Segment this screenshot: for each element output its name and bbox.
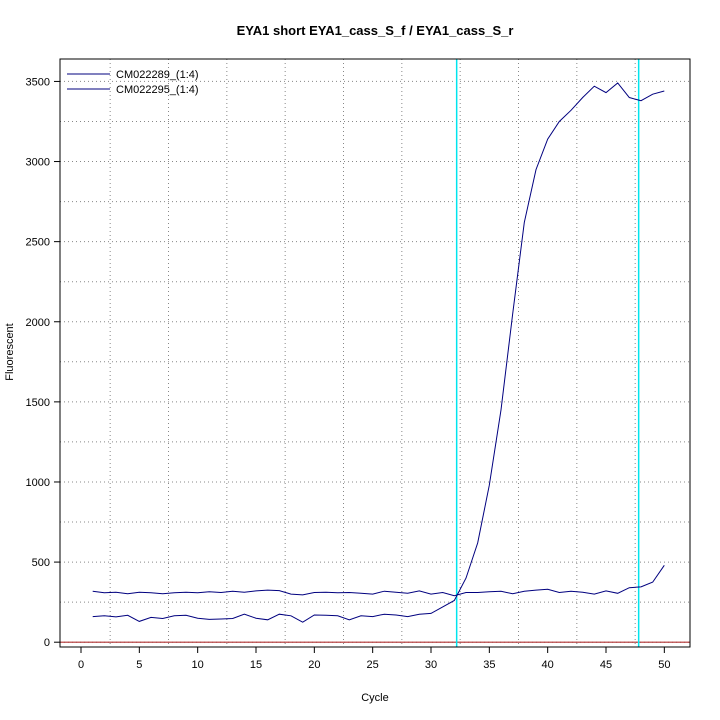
y-tick-label: 3500 (26, 76, 50, 88)
x-axis-label: Cycle (361, 692, 389, 704)
grid (60, 59, 690, 647)
legend-label-1: CM022289_(1:4) (116, 69, 199, 81)
series-line-2 (92, 565, 665, 597)
plot-frame (59, 58, 691, 648)
legend-label-2: CM022295_(1:4) (116, 84, 199, 96)
x-tick-label: 5 (136, 659, 142, 671)
y-tick-label: 2000 (26, 317, 50, 329)
x-tick-label: 40 (542, 659, 554, 671)
series-line-1 (92, 82, 665, 623)
x-tick-label: 45 (600, 659, 612, 671)
series-lines (92, 82, 665, 623)
x-tick-label: 35 (483, 659, 495, 671)
threshold-lines (455, 59, 640, 647)
y-tick-label: 0 (44, 637, 50, 649)
y-tick-label: 2500 (26, 237, 50, 249)
y-tick-label: 1000 (26, 477, 50, 489)
x-tick-label: 20 (308, 659, 320, 671)
y-axis-ticks: 0 500 1000 1500 2000 2500 3000 3500 (26, 76, 60, 649)
x-tick-label: 25 (367, 659, 379, 671)
y-axis-label: Fluorescent (4, 323, 16, 380)
x-tick-label: 30 (425, 659, 437, 671)
y-tick-label: 500 (32, 557, 50, 569)
x-tick-label: 50 (658, 659, 670, 671)
y-tick-label: 3000 (26, 157, 50, 169)
x-axis-ticks: 0 5 10 15 20 25 30 35 40 45 50 (78, 647, 670, 671)
x-tick-label: 10 (192, 659, 204, 671)
chart-title: EYA1 short EYA1_cass_S_f / EYA1_cass_S_r (237, 23, 514, 38)
legend: CM022289_(1:4) CM022295_(1:4) (67, 69, 199, 96)
y-tick-label: 1500 (26, 397, 50, 409)
x-tick-label: 0 (78, 659, 84, 671)
x-tick-label: 15 (250, 659, 262, 671)
